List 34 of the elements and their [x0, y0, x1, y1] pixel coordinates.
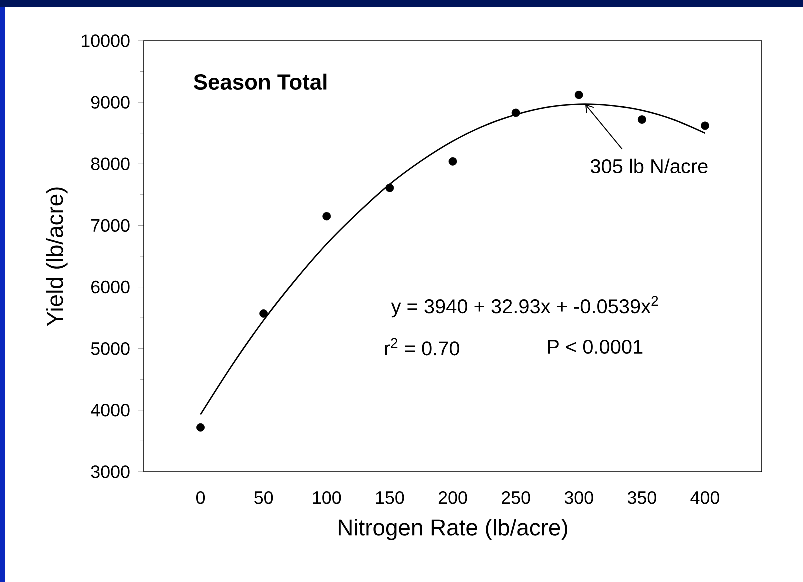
x-tick-label: 0 [196, 491, 206, 504]
x-tick-label: 150 [376, 491, 404, 504]
x-tick-label: 200 [438, 491, 468, 504]
y-tick-label: 6000 [92, 280, 130, 294]
y-tick-label: 3000 [91, 466, 130, 478]
x-tick-label: 300 [564, 491, 594, 504]
annotation: y = 3940 + 32.93x + -0.0539x$^{2}$ [391, 296, 658, 318]
annotation: r$^{2}$ = 0.70 [385, 338, 460, 356]
y-tick-label: 5000 [91, 342, 130, 356]
x-tick-label: 100 [313, 491, 342, 504]
y-tick-label: 10000 [82, 34, 130, 48]
y-tick-label: 4000 [91, 404, 130, 417]
text: Season Total [194, 74, 327, 90]
x-tick-label: 400 [690, 491, 720, 504]
y-axis-title: Yield (lb/acre) [46, 188, 68, 326]
line-series [200, 104, 706, 416]
annotation: P < 0.0001 [548, 340, 643, 354]
annotation: 305 lb N/acre [590, 158, 708, 174]
point [448, 157, 458, 166]
point [196, 423, 205, 432]
y-tick-label: 7000 [92, 219, 130, 232]
point [260, 310, 268, 318]
point [512, 108, 520, 118]
point [322, 212, 332, 221]
point [638, 116, 646, 124]
x-axis-title: Nitrogen Rate (lb/acre) [338, 519, 568, 540]
x-tick-label: 350 [628, 491, 656, 504]
x-tick-label: 250 [502, 491, 530, 504]
point [386, 184, 394, 192]
point [574, 90, 584, 100]
y-tick-label: 8000 [91, 158, 130, 170]
y-tick-label: 9000 [91, 96, 130, 109]
point [701, 122, 710, 130]
x-tick-label: 50 [254, 491, 274, 504]
